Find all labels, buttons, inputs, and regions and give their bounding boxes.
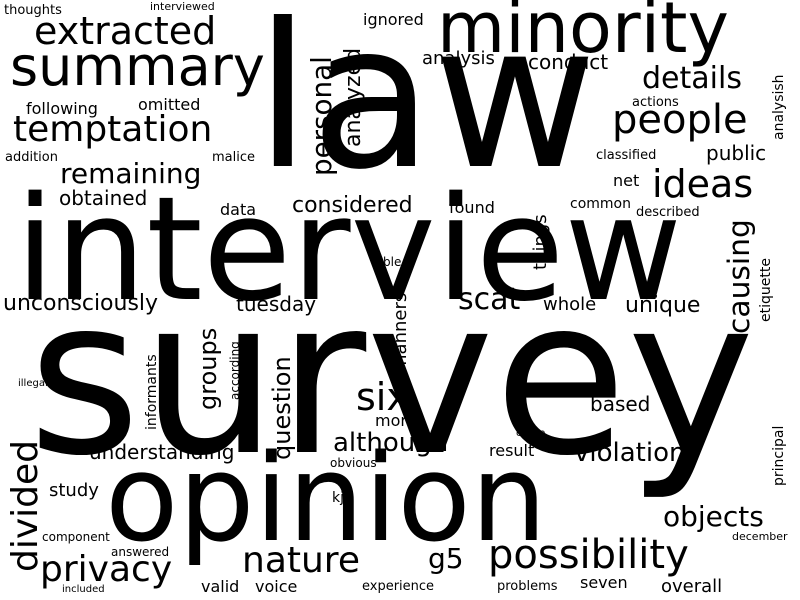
word-g5: g5 [428,542,464,575]
word-tuesday: tuesday [236,292,317,316]
word-objects: objects [663,500,764,533]
word-manners: manners [390,292,411,372]
word-ideas: ideas [652,162,754,206]
word-valid: valid [201,577,240,596]
word-understanding: understanding [89,440,235,464]
word-omitted: omitted [138,95,201,114]
word-survey: survey [28,252,755,503]
word-overall: overall [661,576,723,597]
word-summary: summary [10,35,265,98]
word-included: included [62,584,105,595]
word-temptation: temptation [13,109,213,150]
word-component: component [42,530,110,544]
word-according: according [228,341,242,400]
word-obvious: obvious [330,456,377,470]
word-answered: answered [111,545,170,559]
word-analysish: analysish [771,74,787,140]
word-net: net [613,171,640,190]
word-cause: cause [516,428,546,439]
word-things: things [530,214,551,270]
word-problems: problems [497,579,558,594]
word-malice: malice [212,150,255,165]
word-possibility: possibility [488,532,689,578]
word-nature: nature [242,540,360,581]
word-informants: informants [144,354,160,430]
word-found: found [449,198,495,217]
word-described: described [636,205,700,220]
word-conduct: conduct [528,50,609,74]
word-opinion: opinion [105,430,547,569]
word-details: details [642,61,742,96]
word-extracted: extracted [34,9,217,53]
word-personal: personal [305,56,338,176]
word-addition: addition [5,150,58,165]
word-data: data [220,200,257,219]
word-moral: moral [375,411,422,430]
word-considered: considered [292,193,413,218]
word-principal: principal [771,425,787,486]
word-analysis: analysis [422,48,495,69]
word-kj: kj [332,490,344,506]
word-violation: violation [574,438,686,468]
word-obtained: obtained [59,186,148,210]
word-question: question [268,356,296,460]
word-minority: minority [437,0,729,69]
word-common: common [570,196,631,212]
word-privacy: privacy [40,549,173,590]
word-unique: unique [625,293,701,318]
word-unconsciously: unconsciously [3,291,159,316]
word-causing: causing [722,219,757,334]
word-following: following [26,99,98,118]
word-interviewed: interviewed [150,0,215,13]
word-groups: groups [194,327,222,410]
word-thoughts: thoughts [4,3,62,18]
word-december: december [732,530,788,543]
word-result: result [489,441,535,460]
word-divided: divided [5,439,46,572]
word-actions: actions [632,95,679,110]
word-etiquette: etiquette [758,258,774,322]
word-experience: experience [362,579,435,594]
word-table: table [371,255,402,269]
word-remaining: remaining [60,157,202,190]
word-voice: voice [255,577,298,596]
word-six: six [356,375,409,419]
word-law: law [255,0,597,214]
word-ignored: ignored [363,10,424,29]
word-public: public [706,141,767,165]
word-based: based [590,392,651,416]
word-classified: classified [596,148,657,163]
word-seven: seven [580,573,628,592]
word-interview: interview [15,165,683,333]
word-study: study [49,480,99,501]
word-illegal: illegal [18,378,48,389]
word-whole: whole [543,294,597,315]
word-analyzed: analyzed [341,47,366,147]
word-people: people [612,97,748,143]
word-scat: scat [458,282,521,317]
word-although: although [333,428,449,458]
